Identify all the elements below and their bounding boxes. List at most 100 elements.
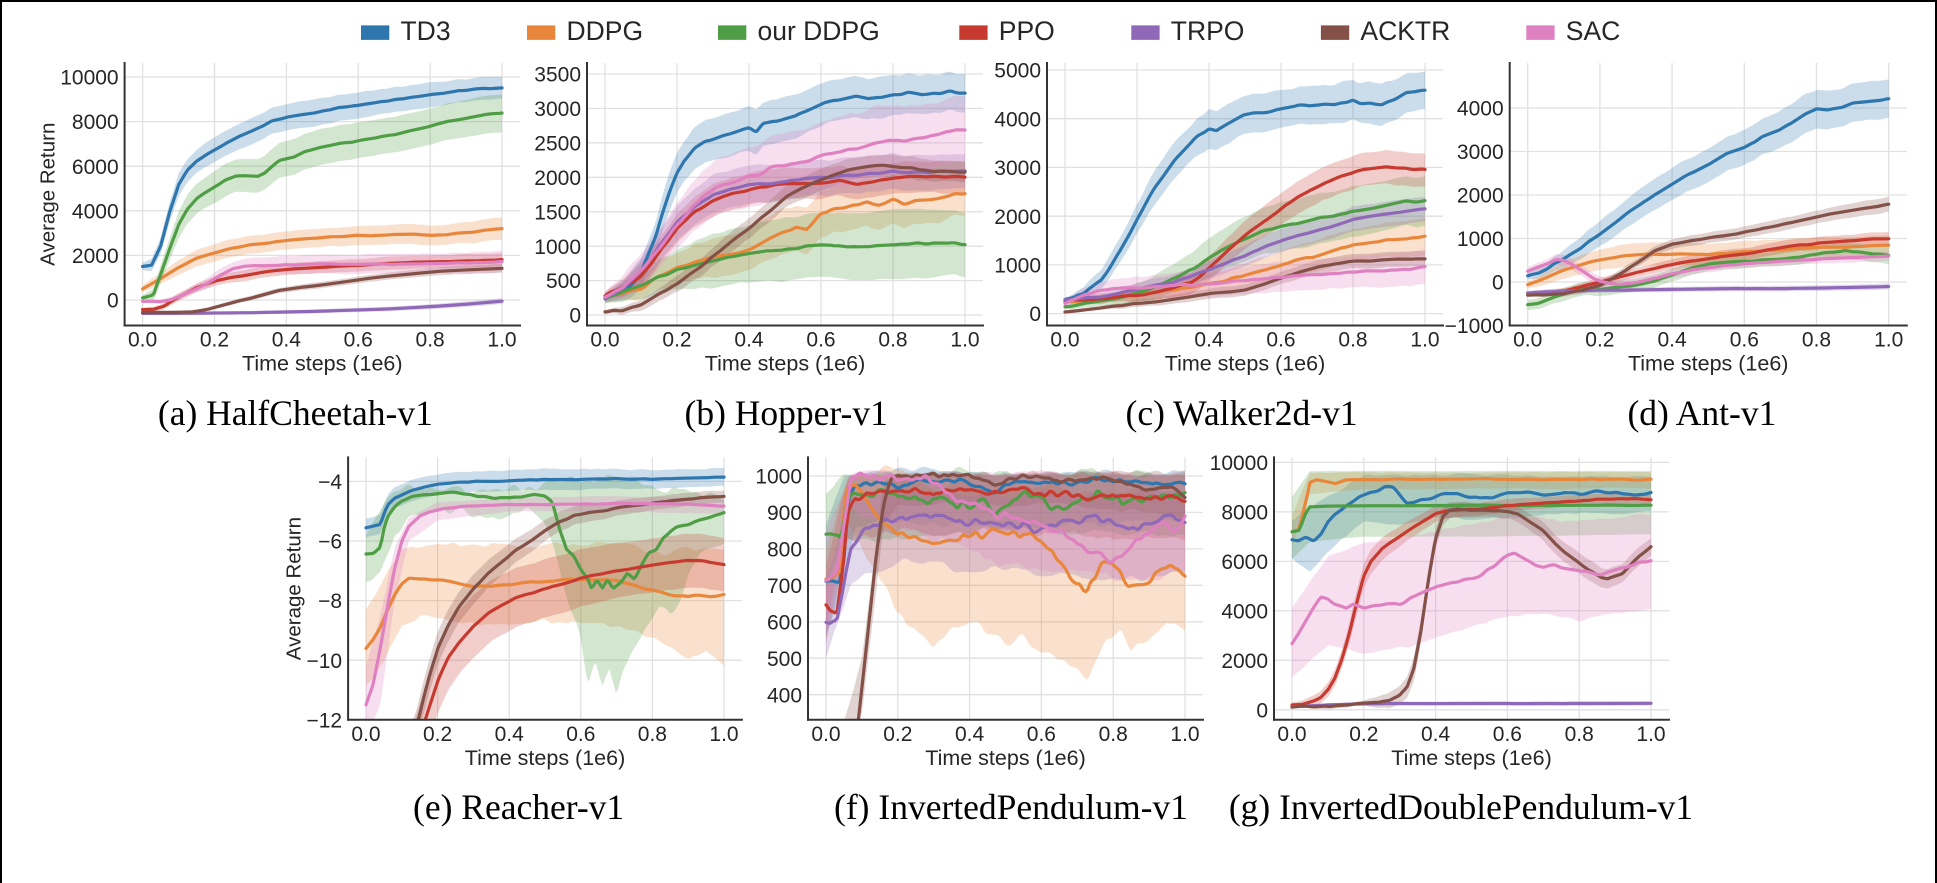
svg-text:0.8: 0.8 [1338, 329, 1367, 352]
svg-text:(a) HalfCheetah-v1: (a) HalfCheetah-v1 [158, 393, 433, 433]
svg-text:1.0: 1.0 [1410, 329, 1439, 352]
svg-text:Time steps (1e6): Time steps (1e6) [1391, 746, 1552, 770]
svg-text:2000: 2000 [1457, 185, 1504, 208]
svg-text:ACKTR: ACKTR [1360, 16, 1450, 46]
svg-text:4000: 4000 [994, 108, 1041, 131]
svg-text:500: 500 [546, 270, 581, 293]
svg-text:Time steps (1e6): Time steps (1e6) [242, 352, 403, 376]
svg-text:1500: 1500 [534, 201, 581, 224]
svg-text:TRPO: TRPO [1171, 16, 1245, 46]
svg-text:1.0: 1.0 [709, 723, 738, 746]
svg-text:0.6: 0.6 [566, 723, 595, 746]
svg-text:0.8: 0.8 [1565, 723, 1594, 746]
svg-text:0.0: 0.0 [1277, 723, 1306, 746]
svg-text:(g) InvertedDoublePendulum-v1: (g) InvertedDoublePendulum-v1 [1229, 787, 1693, 827]
svg-text:2500: 2500 [534, 132, 581, 155]
svg-text:2000: 2000 [994, 206, 1041, 229]
svg-text:0.0: 0.0 [1513, 329, 1542, 352]
svg-text:0.4: 0.4 [1657, 329, 1687, 352]
svg-text:(c) Walker2d-v1: (c) Walker2d-v1 [1126, 393, 1358, 433]
svg-text:0: 0 [1492, 272, 1504, 295]
svg-text:0.0: 0.0 [128, 329, 157, 352]
svg-text:SAC: SAC [1566, 16, 1621, 46]
svg-text:0.2: 0.2 [883, 723, 912, 746]
svg-text:1000: 1000 [534, 236, 581, 259]
svg-text:1.0: 1.0 [950, 329, 979, 352]
svg-text:0.6: 0.6 [1730, 329, 1759, 352]
svg-text:PPO: PPO [999, 16, 1055, 46]
svg-text:0.2: 0.2 [1349, 723, 1378, 746]
svg-text:6000: 6000 [1221, 551, 1268, 574]
svg-text:1000: 1000 [994, 254, 1041, 277]
svg-text:0.6: 0.6 [1027, 723, 1056, 746]
svg-text:1.0: 1.0 [1170, 723, 1199, 746]
svg-text:−6: −6 [318, 531, 342, 554]
svg-text:1000: 1000 [1457, 228, 1504, 251]
svg-text:0.2: 0.2 [1585, 329, 1614, 352]
svg-text:0.6: 0.6 [1493, 723, 1522, 746]
svg-text:3000: 3000 [994, 157, 1041, 180]
svg-text:Time steps (1e6): Time steps (1e6) [1165, 352, 1326, 376]
svg-text:0: 0 [569, 305, 581, 328]
svg-text:DDPG: DDPG [567, 16, 644, 46]
svg-text:Time steps (1e6): Time steps (1e6) [705, 352, 866, 376]
svg-text:2000: 2000 [1221, 650, 1268, 673]
svg-text:1.0: 1.0 [487, 329, 516, 352]
svg-text:4000: 4000 [1221, 600, 1268, 623]
svg-text:600: 600 [767, 611, 802, 634]
svg-text:4000: 4000 [1457, 98, 1504, 121]
svg-text:0.0: 0.0 [351, 723, 380, 746]
svg-text:0.2: 0.2 [662, 329, 691, 352]
svg-text:0.0: 0.0 [1050, 329, 1079, 352]
svg-text:Time steps (1e6): Time steps (1e6) [1628, 352, 1789, 376]
svg-text:0.0: 0.0 [590, 329, 619, 352]
svg-text:−10: −10 [306, 650, 342, 673]
svg-text:(f) InvertedPendulum-v1: (f) InvertedPendulum-v1 [834, 787, 1188, 827]
svg-text:3000: 3000 [534, 98, 581, 121]
svg-text:0.8: 0.8 [416, 329, 445, 352]
svg-text:1.0: 1.0 [1636, 723, 1665, 746]
svg-text:TD3: TD3 [401, 16, 451, 46]
svg-text:our DDPG: our DDPG [758, 16, 880, 46]
svg-text:1000: 1000 [755, 466, 802, 489]
svg-text:−12: −12 [306, 709, 342, 732]
svg-text:3000: 3000 [1457, 141, 1504, 164]
svg-text:0: 0 [107, 290, 119, 313]
svg-text:0.4: 0.4 [272, 329, 302, 352]
svg-text:0.6: 0.6 [1266, 329, 1295, 352]
svg-text:0.0: 0.0 [811, 723, 840, 746]
svg-text:0.6: 0.6 [806, 329, 835, 352]
svg-text:1.0: 1.0 [1874, 329, 1903, 352]
svg-text:0.4: 0.4 [734, 329, 764, 352]
svg-text:6000: 6000 [72, 156, 119, 179]
svg-text:0.8: 0.8 [1802, 329, 1831, 352]
svg-text:4000: 4000 [72, 200, 119, 223]
svg-text:0.2: 0.2 [423, 723, 452, 746]
svg-text:400: 400 [767, 684, 802, 707]
svg-text:−1000: −1000 [1445, 315, 1504, 338]
svg-text:−8: −8 [318, 590, 342, 613]
svg-text:Time steps (1e6): Time steps (1e6) [465, 746, 626, 770]
svg-text:8000: 8000 [72, 111, 119, 134]
svg-text:(e) Reacher-v1: (e) Reacher-v1 [413, 787, 624, 827]
svg-text:0.2: 0.2 [1122, 329, 1151, 352]
svg-text:(b) Hopper-v1: (b) Hopper-v1 [685, 393, 888, 433]
svg-text:5000: 5000 [994, 60, 1041, 83]
svg-text:0.4: 0.4 [1194, 329, 1224, 352]
svg-text:0.8: 0.8 [1099, 723, 1128, 746]
svg-text:0.6: 0.6 [344, 329, 373, 352]
svg-text:10000: 10000 [1210, 452, 1268, 475]
svg-text:Time steps (1e6): Time steps (1e6) [925, 746, 1086, 770]
svg-text:0.8: 0.8 [638, 723, 667, 746]
svg-text:900: 900 [767, 502, 802, 525]
svg-text:0.4: 0.4 [495, 723, 525, 746]
svg-text:800: 800 [767, 538, 802, 561]
svg-text:500: 500 [767, 648, 802, 671]
svg-text:0.2: 0.2 [200, 329, 229, 352]
svg-text:Average Return: Average Return [36, 123, 59, 266]
svg-text:Average Return: Average Return [283, 517, 306, 660]
svg-text:(d) Ant-v1: (d) Ant-v1 [1627, 393, 1776, 433]
svg-text:0.4: 0.4 [955, 723, 985, 746]
svg-text:700: 700 [767, 575, 802, 598]
svg-text:0: 0 [1256, 699, 1268, 722]
